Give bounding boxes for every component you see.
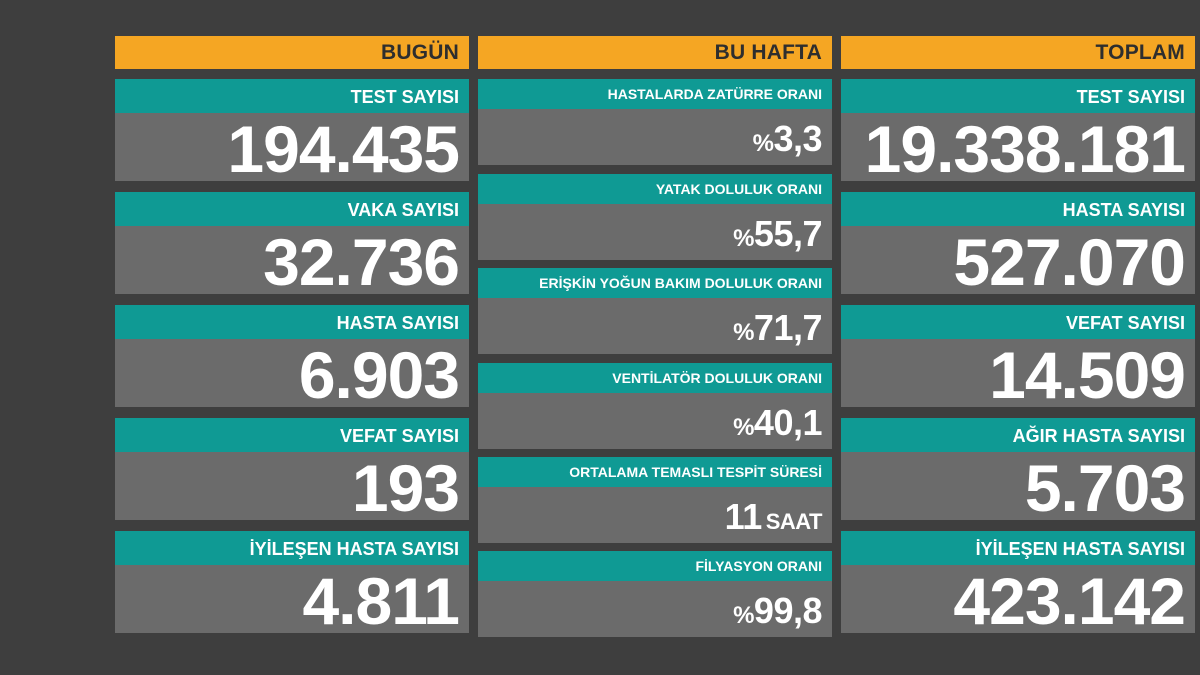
today-test-count-label: TEST SAYISI (115, 79, 469, 113)
percent-sign: % (733, 602, 754, 629)
total-severe-patient-count-card: AĞIR HASTA SAYISI 5.703 (841, 418, 1195, 520)
week-contact-tracing-time-label: ORTALAMA TEMASLI TESPİT SÜRESİ (478, 457, 832, 487)
week-ventilator-occupancy-number: 40,1 (753, 402, 823, 443)
total-test-count-card: TEST SAYISI 19.338.181 (841, 79, 1195, 181)
today-patient-count-value: 6.903 (115, 339, 469, 407)
percent-sign: % (752, 130, 774, 157)
total-patient-count-label: HASTA SAYISI (841, 192, 1195, 226)
today-death-count-value: 193 (115, 452, 469, 520)
today-case-count-card: VAKA SAYISI 32.736 (115, 192, 469, 294)
week-icu-occupancy-card: ERİŞKİN YOĞUN BAKIM DOLULUK ORANI %71,7 (478, 268, 832, 354)
week-pneumonia-rate-value: %3,3 (478, 109, 832, 165)
hour-unit: SAAT (765, 509, 823, 534)
total-patient-count-value: 527.070 (841, 226, 1195, 294)
total-death-count-value: 14.509 (841, 339, 1195, 407)
today-case-count-value: 32.736 (115, 226, 469, 294)
week-icu-occupancy-value: %71,7 (478, 298, 832, 354)
total-header: TOPLAM (841, 36, 1195, 69)
week-bed-occupancy-number: 55,7 (753, 213, 823, 254)
week-filiation-rate-card: FİLYASYON ORANI %99,8 (478, 551, 832, 637)
week-bed-occupancy-label: YATAK DOLULUK ORANI (478, 174, 832, 204)
total-death-count-label: VEFAT SAYISI (841, 305, 1195, 339)
week-contact-tracing-time-card: ORTALAMA TEMASLI TESPİT SÜRESİ 11 SAAT (478, 457, 832, 543)
week-icu-occupancy-number: 71,7 (753, 307, 823, 348)
week-pneumonia-rate-number: 3,3 (773, 118, 822, 159)
week-filiation-rate-value: %99,8 (478, 581, 832, 637)
today-test-count-value: 194.435 (115, 113, 469, 181)
today-death-count-card: VEFAT SAYISI 193 (115, 418, 469, 520)
today-test-count-card: TEST SAYISI 194.435 (115, 79, 469, 181)
week-bed-occupancy-card: YATAK DOLULUK ORANI %55,7 (478, 174, 832, 260)
total-test-count-value: 19.338.181 (841, 113, 1195, 181)
week-contact-tracing-time-value: 11 SAAT (478, 487, 832, 543)
week-icu-occupancy-label: ERİŞKİN YOĞUN BAKIM DOLULUK ORANI (478, 268, 832, 298)
week-bed-occupancy-value: %55,7 (478, 204, 832, 260)
week-ventilator-occupancy-value: %40,1 (478, 393, 832, 449)
today-case-count-label: VAKA SAYISI (115, 192, 469, 226)
percent-sign: % (733, 319, 754, 346)
percent-sign: % (733, 225, 754, 252)
total-column: TOPLAM TEST SAYISI 19.338.181 HASTA SAYI… (841, 36, 1195, 633)
today-recovered-count-value: 4.811 (115, 565, 469, 633)
today-patient-count-label: HASTA SAYISI (115, 305, 469, 339)
today-patient-count-card: HASTA SAYISI 6.903 (115, 305, 469, 407)
week-ventilator-occupancy-label: VENTİLATÖR DOLULUK ORANI (478, 363, 832, 393)
today-header: BUGÜN (115, 36, 469, 69)
week-pneumonia-rate-label: HASTALARDA ZATÜRRE ORANI (478, 79, 832, 109)
total-recovered-count-label: İYİLEŞEN HASTA SAYISI (841, 531, 1195, 565)
total-severe-patient-count-label: AĞIR HASTA SAYISI (841, 418, 1195, 452)
total-recovered-count-value: 423.142 (841, 565, 1195, 633)
week-contact-tracing-time-number: 11 (724, 496, 763, 537)
week-filiation-rate-number: 99,8 (753, 590, 823, 631)
today-death-count-label: VEFAT SAYISI (115, 418, 469, 452)
today-column: BUGÜN TEST SAYISI 194.435 VAKA SAYISI 32… (115, 36, 469, 633)
week-filiation-rate-label: FİLYASYON ORANI (478, 551, 832, 581)
week-header: BU HAFTA (478, 36, 832, 69)
total-death-count-card: VEFAT SAYISI 14.509 (841, 305, 1195, 407)
total-test-count-label: TEST SAYISI (841, 79, 1195, 113)
total-severe-patient-count-value: 5.703 (841, 452, 1195, 520)
today-recovered-count-label: İYİLEŞEN HASTA SAYISI (115, 531, 469, 565)
today-recovered-count-card: İYİLEŞEN HASTA SAYISI 4.811 (115, 531, 469, 633)
week-column: BU HAFTA HASTALARDA ZATÜRRE ORANI %3,3 Y… (478, 36, 832, 637)
percent-sign: % (733, 414, 754, 441)
week-pneumonia-rate-card: HASTALARDA ZATÜRRE ORANI %3,3 (478, 79, 832, 165)
total-patient-count-card: HASTA SAYISI 527.070 (841, 192, 1195, 294)
week-ventilator-occupancy-card: VENTİLATÖR DOLULUK ORANI %40,1 (478, 363, 832, 449)
total-recovered-count-card: İYİLEŞEN HASTA SAYISI 423.142 (841, 531, 1195, 633)
